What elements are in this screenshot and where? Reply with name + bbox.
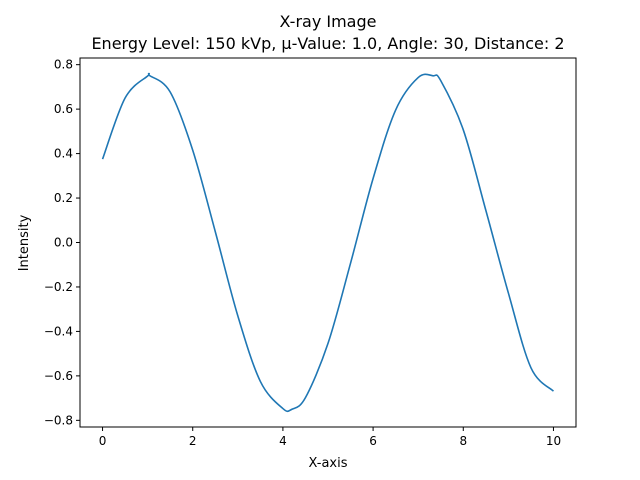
y-tick-label: 0.0 bbox=[54, 236, 73, 250]
x-tick-label: 6 bbox=[369, 434, 377, 448]
y-tick-label: 0.8 bbox=[54, 58, 73, 72]
axes-frame bbox=[79, 57, 577, 428]
series-line bbox=[101, 72, 555, 413]
chart-title: X-ray Image bbox=[280, 12, 377, 31]
y-axis-label: Intensity bbox=[17, 214, 32, 271]
chart-subtitle: Energy Level: 150 kVp, μ-Value: 1.0, Ang… bbox=[91, 34, 564, 53]
y-tick-label: −0.2 bbox=[44, 280, 73, 294]
x-tick-label: 2 bbox=[189, 434, 197, 448]
y-tick-label: −0.6 bbox=[44, 369, 73, 383]
y-tick-label: 0.4 bbox=[54, 147, 73, 161]
x-tick-label: 8 bbox=[459, 434, 467, 448]
y-tick-label: 0.2 bbox=[54, 191, 73, 205]
y-tick-label: 0.6 bbox=[54, 102, 73, 116]
x-tick-label: 10 bbox=[546, 434, 561, 448]
x-axis-label: X-axis bbox=[309, 456, 348, 471]
y-tick-label: −0.8 bbox=[44, 413, 73, 427]
y-tick-label: −0.4 bbox=[44, 324, 73, 338]
x-tick-label: 4 bbox=[279, 434, 287, 448]
plot-area: 0 2 4 6 8 10 0.8 0.6 0.4 0.2 0.0 −0.2 −0.4 −0.6 −0.8 bbox=[44, 58, 561, 448]
x-tick-label: 0 bbox=[99, 434, 107, 448]
